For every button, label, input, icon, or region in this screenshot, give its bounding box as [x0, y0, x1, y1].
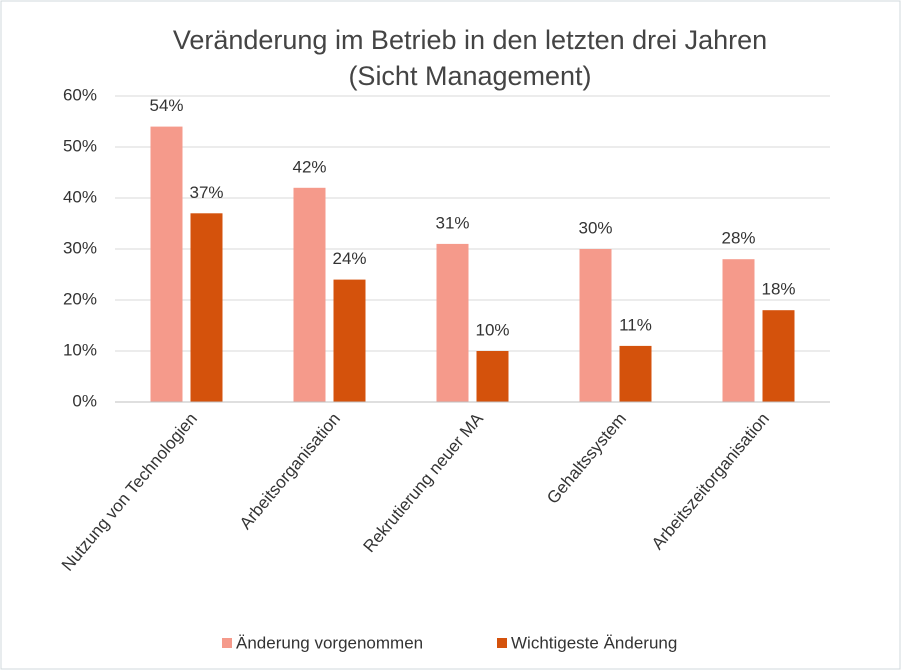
chart-title: Veränderung im Betrieb in den letzten dr… [173, 25, 767, 55]
data-label: 42% [292, 157, 326, 176]
data-label: 37% [189, 183, 223, 202]
data-label: 28% [721, 229, 755, 248]
bar [579, 249, 612, 402]
bar [722, 259, 755, 402]
y-tick-label: 0% [72, 391, 97, 410]
y-tick-label: 60% [63, 85, 97, 104]
bar [190, 213, 223, 402]
bar [436, 243, 469, 402]
y-tick-label: 50% [63, 136, 97, 155]
chart-subtitle: (Sicht Management) [348, 61, 591, 91]
legend-label: Änderung vorgenommen [236, 633, 423, 652]
bar [333, 279, 366, 402]
legend-swatch [222, 638, 232, 648]
data-label: 30% [578, 218, 612, 237]
y-tick-label: 30% [63, 238, 97, 257]
legend-label: Wichtigeste Änderung [511, 633, 677, 652]
y-tick-label: 20% [63, 289, 97, 308]
data-label: 54% [149, 96, 183, 115]
bar [293, 187, 326, 402]
y-tick-label: 40% [63, 187, 97, 206]
bar [150, 126, 183, 402]
data-label: 11% [619, 315, 652, 334]
bar [476, 351, 509, 402]
bar [762, 310, 795, 402]
data-label: 31% [435, 213, 469, 232]
bar [619, 345, 652, 402]
data-label: 24% [332, 249, 366, 268]
data-label: 10% [475, 320, 509, 339]
legend-swatch [497, 638, 507, 648]
y-tick-label: 10% [63, 340, 97, 359]
data-label: 18% [761, 280, 795, 299]
